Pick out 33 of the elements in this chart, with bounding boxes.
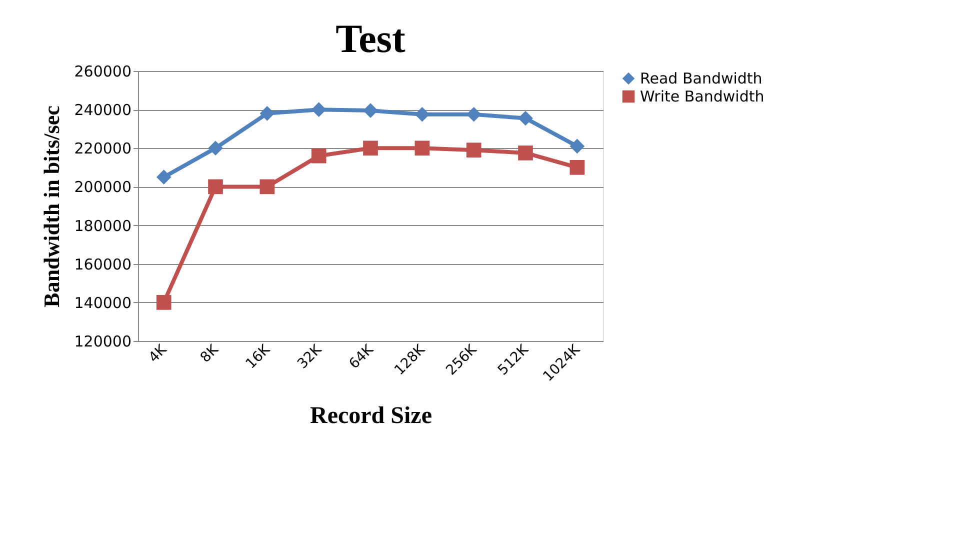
point (311, 148, 326, 164)
point (570, 160, 585, 175)
point (260, 106, 275, 121)
point (414, 106, 430, 122)
point (208, 140, 223, 156)
y-tick-label: 220000 (74, 140, 132, 158)
point (466, 106, 482, 122)
chart-title: Test (336, 16, 406, 61)
point (260, 179, 275, 194)
point (156, 295, 172, 310)
y-axis-title: Bandwidth in bits/sec (39, 105, 64, 308)
point (570, 138, 585, 154)
point (363, 103, 378, 118)
point (414, 140, 430, 156)
y-tick-label: 260000 (74, 62, 132, 80)
x-tick-label: 8K (198, 341, 222, 366)
y-tick-label: 180000 (74, 216, 132, 235)
y-tick-label: 140000 (74, 294, 132, 312)
legend-label: Write Bandwidth (640, 88, 764, 106)
point (518, 110, 533, 126)
point (466, 142, 482, 158)
point (311, 102, 326, 117)
point (208, 179, 223, 194)
point (363, 140, 378, 156)
x-tick-label: 4K (146, 341, 171, 366)
y-tick-label: 200000 (74, 178, 132, 196)
y-tick-label: 240000 (74, 101, 132, 120)
y-tick-label: 120000 (74, 332, 132, 350)
point (518, 146, 533, 160)
x-axis-title: Record Size (310, 403, 432, 430)
point (156, 170, 172, 184)
legend-label: Read Bandwidth (640, 70, 762, 88)
y-tick-label: 160000 (74, 255, 132, 274)
